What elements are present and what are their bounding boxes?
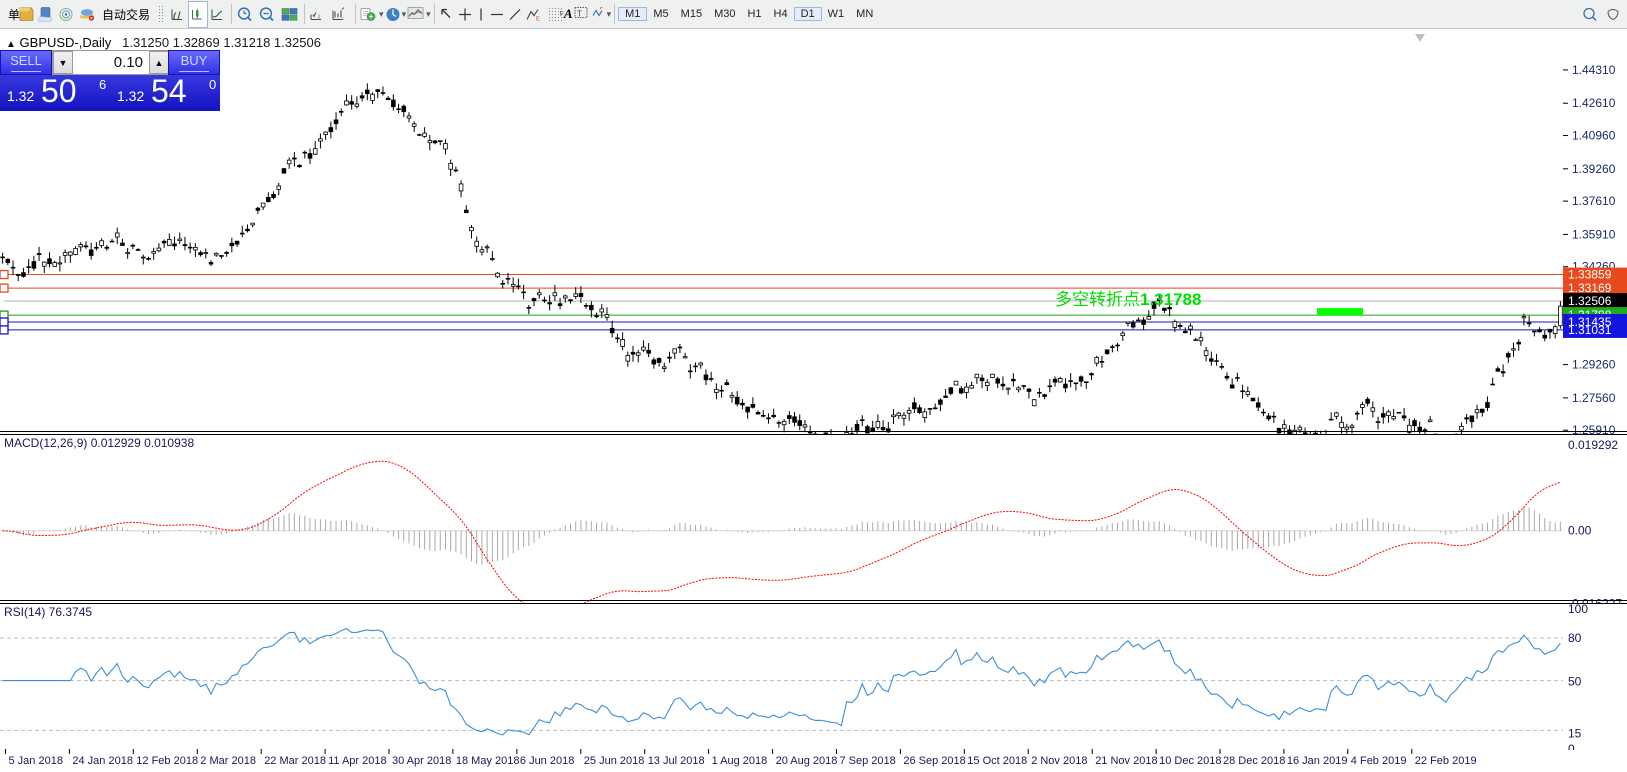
- svg-text:1.42610: 1.42610: [1572, 96, 1616, 110]
- svg-text:21 Nov 2018: 21 Nov 2018: [1095, 755, 1157, 767]
- svg-text:20 Aug 2018: 20 Aug 2018: [776, 755, 838, 767]
- svg-text:1 Aug 2018: 1 Aug 2018: [712, 755, 768, 767]
- svg-text:RSI(14) 76.3745: RSI(14) 76.3745: [4, 605, 92, 619]
- svg-text:15 Oct 2018: 15 Oct 2018: [967, 755, 1027, 767]
- svg-text:1.44310: 1.44310: [1572, 63, 1616, 77]
- svg-text:13 Jul 2018: 13 Jul 2018: [648, 755, 705, 767]
- svg-text:1.31031: 1.31031: [1568, 323, 1612, 337]
- svg-text:24 Jan 2018: 24 Jan 2018: [72, 755, 133, 767]
- svg-text:MACD(12,26,9) 0.012929 0.01093: MACD(12,26,9) 0.012929 0.010938: [4, 436, 194, 450]
- svg-text:11 Apr 2018: 11 Apr 2018: [328, 755, 387, 767]
- svg-text:1.29260: 1.29260: [1572, 358, 1616, 372]
- svg-text:1.33859: 1.33859: [1568, 268, 1612, 282]
- svg-text:T: T: [577, 9, 582, 18]
- svg-text:2 Nov 2018: 2 Nov 2018: [1031, 755, 1087, 767]
- svg-text:22 Mar 2018: 22 Mar 2018: [264, 755, 326, 767]
- svg-text:22 Feb 2019: 22 Feb 2019: [1415, 755, 1477, 767]
- svg-text:12 Feb 2018: 12 Feb 2018: [136, 755, 198, 767]
- svg-text:1.27560: 1.27560: [1572, 391, 1616, 405]
- svg-text:18 May 2018: 18 May 2018: [456, 755, 520, 767]
- svg-text:15: 15: [1568, 726, 1582, 740]
- svg-text:30 Apr 2018: 30 Apr 2018: [392, 755, 451, 767]
- svg-text:1.37610: 1.37610: [1572, 194, 1616, 208]
- svg-text:1.40960: 1.40960: [1572, 129, 1616, 143]
- svg-text:50: 50: [1568, 674, 1582, 688]
- svg-text:0.00: 0.00: [1568, 523, 1592, 537]
- svg-text:1.33169: 1.33169: [1568, 281, 1612, 295]
- svg-text:7 Sep 2018: 7 Sep 2018: [840, 755, 896, 767]
- svg-text:1.32506: 1.32506: [1568, 294, 1612, 308]
- svg-text:100: 100: [1568, 604, 1588, 616]
- svg-text:1.25910: 1.25910: [1572, 423, 1616, 434]
- svg-text:6 Jun 2018: 6 Jun 2018: [520, 755, 574, 767]
- svg-text:80: 80: [1568, 631, 1582, 645]
- svg-text:1.39260: 1.39260: [1572, 162, 1616, 176]
- svg-text:26 Sep 2018: 26 Sep 2018: [903, 755, 965, 767]
- svg-text:4 Feb 2019: 4 Feb 2019: [1351, 755, 1407, 767]
- svg-text:2 Mar 2018: 2 Mar 2018: [200, 755, 256, 767]
- svg-text:25 Jun 2018: 25 Jun 2018: [584, 755, 645, 767]
- svg-text:0.019292: 0.019292: [1568, 438, 1618, 452]
- svg-text:1.35910: 1.35910: [1572, 227, 1616, 241]
- svg-text:28 Dec 2018: 28 Dec 2018: [1223, 755, 1285, 767]
- svg-text:多空转折点1.31788: 多空转折点1.31788: [1055, 290, 1201, 309]
- svg-text:10 Dec 2018: 10 Dec 2018: [1159, 755, 1221, 767]
- svg-text:E: E: [536, 16, 540, 22]
- svg-text:5 Jan 2018: 5 Jan 2018: [9, 755, 63, 767]
- svg-text:16 Jan 2019: 16 Jan 2019: [1287, 755, 1348, 767]
